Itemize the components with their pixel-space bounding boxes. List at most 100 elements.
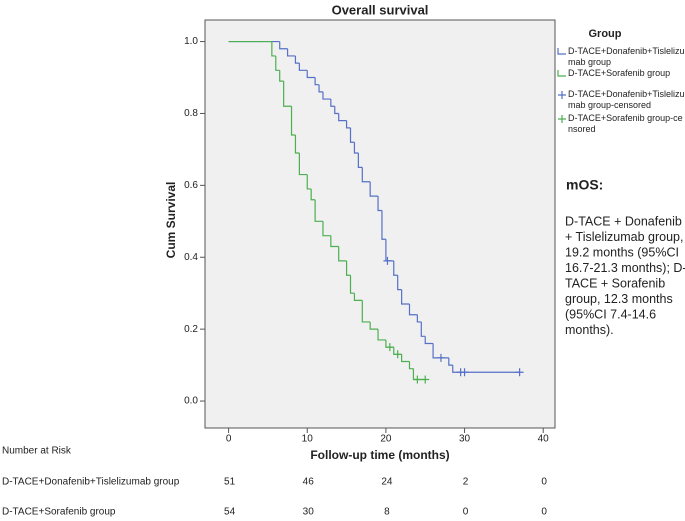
survival-step — [377, 329, 386, 341]
survival-step — [279, 41, 288, 50]
survival-step — [310, 188, 316, 201]
legend-title: Group — [589, 28, 622, 40]
annotation-line: 19.2 months (95%CI — [565, 245, 679, 259]
censor-mark — [436, 353, 445, 362]
x-tick-label: 20 — [380, 434, 392, 445]
survival-step — [338, 113, 347, 122]
survival-step — [416, 314, 422, 323]
censor-mark — [460, 368, 469, 377]
annotation-line: TACE + Sorafenib — [565, 276, 665, 290]
survival-step — [345, 260, 351, 276]
survival-step — [294, 55, 300, 64]
survival-step — [381, 210, 386, 240]
survival-step — [294, 135, 300, 154]
legend-swatch — [558, 115, 566, 123]
risk-count: 54 — [224, 507, 236, 518]
y-tick-label: 0.2 — [184, 324, 198, 335]
censor-mark — [515, 368, 524, 377]
risk-row-name: D-TACE+Donafenib+Tislelizumab group — [2, 477, 180, 488]
censor-mark — [421, 375, 430, 384]
survival-step — [290, 106, 296, 136]
survival-step — [424, 336, 434, 345]
survival-step — [349, 275, 355, 294]
risk-count: 24 — [381, 477, 393, 488]
annotation-line: (95%CI 7.4-14.6 — [565, 307, 656, 321]
annotation-title: mOS: — [566, 177, 603, 193]
x-tick-label: 30 — [459, 434, 471, 445]
survival-step — [408, 303, 418, 316]
annotation-line: group, 12.3 months — [565, 292, 673, 306]
legend-swatch — [557, 48, 566, 55]
survival-step — [306, 70, 316, 79]
y-tick-label: 0.8 — [184, 108, 198, 119]
survival-step — [322, 221, 331, 237]
survival-step — [401, 289, 410, 305]
chart-title: Overall survival — [332, 2, 429, 17]
x-tick-label: 40 — [538, 434, 550, 445]
survival-step — [275, 55, 280, 71]
survival-step — [283, 81, 292, 107]
survival-step — [452, 365, 520, 373]
survival-step — [345, 120, 351, 129]
survival-step — [353, 293, 363, 301]
survival-step — [322, 91, 331, 100]
survival-step — [361, 300, 371, 323]
survival-step — [286, 48, 296, 57]
survival-step — [349, 127, 355, 143]
survival-step — [448, 357, 453, 366]
survival-step — [330, 99, 335, 107]
censor-mark — [413, 375, 422, 384]
survival-step — [338, 246, 347, 262]
risk-count: 51 — [224, 477, 236, 488]
survival-step — [361, 167, 371, 183]
risk-row-name: D-TACE+Sorafenib group — [2, 507, 116, 518]
survival-step — [279, 70, 284, 82]
survival-step — [401, 354, 410, 363]
legend-label: D-TACE+Sorafenib group — [568, 68, 671, 78]
survival-step — [369, 321, 379, 330]
annotation-line: 16.7-21.3 months); D- — [565, 261, 685, 275]
survival-step — [306, 174, 312, 190]
censor-mark — [383, 256, 392, 265]
risk-count: 2 — [463, 477, 469, 488]
legend-label: D-TACE+Sorafenib group-censored — [568, 113, 683, 134]
survival-step — [393, 260, 398, 276]
survival-step — [408, 361, 414, 370]
risk-count: 0 — [463, 507, 469, 518]
y-tick-label: 0.4 — [184, 252, 198, 263]
survival-step — [271, 41, 276, 57]
legend-swatch — [558, 91, 566, 99]
survival-step — [420, 321, 426, 337]
survival-step — [369, 181, 379, 197]
x-tick-label: 0 — [226, 434, 232, 445]
censor-mark — [385, 343, 394, 352]
risk-count: 46 — [303, 477, 315, 488]
x-tick-label: 10 — [302, 434, 314, 445]
survival-step — [314, 199, 323, 222]
survival-step — [298, 153, 308, 176]
censor-mark — [393, 350, 402, 359]
risk-count: 0 — [541, 507, 547, 518]
survival-step — [353, 142, 359, 154]
survival-step — [334, 106, 339, 115]
legend-swatch — [557, 70, 566, 77]
risk-count: 8 — [384, 507, 390, 518]
annotation-line: D-TACE + Donafenib — [565, 214, 682, 228]
survival-step — [318, 84, 323, 93]
x-axis-label: Follow-up time (months) — [310, 448, 449, 462]
survival-step — [377, 196, 382, 212]
survival-step — [397, 275, 402, 291]
risk-count: 0 — [541, 477, 547, 488]
survival-step — [330, 235, 339, 248]
y-tick-label: 1.0 — [184, 36, 198, 47]
risk-count: 30 — [303, 507, 315, 518]
legend-label: D-TACE+Donafenib+Tislelizumab group-cens… — [568, 89, 685, 110]
annotation-line: months). — [565, 323, 614, 337]
survival-step — [357, 153, 363, 168]
plot-area — [204, 19, 556, 429]
survival-step — [298, 63, 308, 71]
risk-table-title: Number at Risk — [2, 446, 72, 457]
y-tick-label: 0.0 — [184, 396, 198, 407]
